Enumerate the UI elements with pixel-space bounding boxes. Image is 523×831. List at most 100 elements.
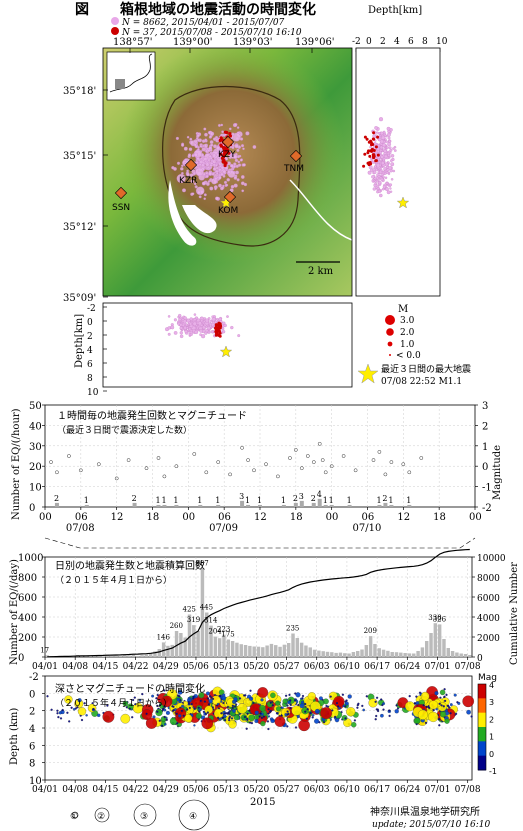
daily-bar-label: 319: [187, 616, 200, 624]
figure-label: 図: [75, 2, 89, 18]
daily-bar: [416, 651, 420, 657]
daily-bar: [123, 655, 127, 657]
station-tnm-icon: [289, 149, 303, 163]
depthtime-event: [288, 693, 291, 697]
depthtime-event: [438, 717, 441, 721]
map-event-period1: [201, 139, 206, 143]
map-event-period1: [203, 197, 206, 200]
depthtime-event: [438, 724, 441, 727]
magnitude-point: [401, 462, 406, 467]
depthtime-event: [227, 711, 230, 714]
depthtime-event: [294, 726, 298, 729]
depthtime-event: [231, 706, 234, 710]
depth-event-period1: [387, 161, 390, 164]
hourly-bar: [156, 504, 161, 507]
depthtime-event: [343, 718, 352, 728]
depthtime-event: [245, 727, 248, 730]
depth-event-period1: [185, 323, 188, 327]
depthtime-event: [333, 695, 345, 708]
map-event-period1: [207, 158, 211, 162]
colorbar-tick-label: 4: [489, 681, 494, 690]
depthtime-event: [309, 711, 312, 715]
daily-bar: [166, 645, 170, 657]
mag-legend-label-3: 3.0: [400, 316, 415, 326]
depthtime-event: [46, 695, 49, 698]
map-ticks: 138°57' 139°00' 139°03' 139°06' 35°18' 35°15'…: [63, 37, 335, 304]
magnitude-point: [67, 454, 71, 458]
map-event-period1: [181, 164, 184, 168]
depth-event-period1: [373, 170, 377, 174]
mag-legend-dot-0: [389, 354, 391, 356]
daily-bar: [269, 643, 274, 657]
hourly-xtick-label: 18: [290, 512, 303, 523]
map-event-period1: [243, 182, 248, 187]
map-event-period1: [173, 167, 177, 171]
daily-bar: [110, 656, 114, 657]
depthtime-subtitle: （２０１５年４月１日から）: [55, 697, 172, 709]
daily-bar: [390, 652, 394, 657]
figure-title: 箱根地域の地震活動の時間変化: [120, 1, 316, 18]
depthtime-event: [223, 712, 227, 715]
magnitude-point: [288, 456, 292, 460]
depth-event-period1: [389, 190, 393, 193]
depth-event-period1: [387, 142, 392, 147]
map-event-period1: [201, 181, 206, 186]
colorbar-tick-label: 0: [489, 750, 494, 759]
hourly-bar: [84, 504, 89, 507]
depthtime-event: [203, 700, 207, 703]
depthtime-event: [440, 704, 443, 707]
colorbar-tick-label: 2: [489, 715, 494, 724]
colorbar-tick-label: 1: [489, 733, 494, 742]
magnitude-point: [162, 474, 167, 479]
depthtime-event: [206, 711, 209, 714]
hourly-ytick-right-label: 0: [482, 462, 488, 473]
hourly-bar-label: 1: [376, 496, 381, 505]
daily-bar: [360, 649, 364, 657]
map-event-period1: [213, 144, 217, 149]
magnitude-point: [216, 460, 221, 464]
depth-event-period1: [387, 153, 391, 157]
hourly-bars: 2 1 2 1 1 1 1 1 3 1 1 1 2 3 2 41 1 1 1 2 1 1: [54, 490, 411, 507]
map-event-period1: [240, 175, 245, 179]
depthtime-event: [178, 714, 182, 718]
depthtime-event: [223, 718, 227, 722]
depthtime-event: [286, 710, 289, 713]
station-label: TNM: [283, 164, 304, 174]
magnitude-point: [371, 458, 376, 462]
depthtime-event: [156, 710, 159, 713]
map-event-period1: [208, 171, 213, 176]
depth-event-period2: [217, 333, 221, 337]
mag-legend-dot-1: [387, 341, 393, 347]
daily-bar: [235, 642, 239, 657]
depth-event-period1: [386, 132, 391, 137]
depthtime-event: [233, 714, 240, 721]
depth-event-period1: [382, 185, 387, 189]
daily-bar: [131, 653, 136, 657]
depthtime-event: [231, 704, 235, 707]
map-event-period1: [203, 193, 207, 197]
depthtime-xtick-label: 06/10: [334, 785, 360, 795]
depth-bottom-events: [165, 313, 241, 358]
hourly-bar: [383, 502, 388, 507]
depth-event-period1: [204, 331, 208, 335]
daily-xtick-label: 06/10: [334, 662, 360, 672]
depth-event-period1: [383, 149, 387, 153]
magnitude-legend: M 3.0 2.0 1.0 < 0.0 最近３日間の最大地震 07/08 22:…: [357, 304, 471, 387]
depthtime-event: [394, 709, 399, 714]
magnitude-point: [323, 470, 328, 475]
size-legend-label-3: ③: [140, 812, 148, 822]
map-event-period1: [209, 140, 214, 144]
depthtime-event: [249, 689, 252, 692]
depthtime-event: [209, 695, 212, 698]
depthtime-event: [56, 709, 59, 712]
depth-event-period1: [223, 323, 227, 328]
depthtime-event: [221, 716, 224, 719]
hourly-xtick-label: 18: [147, 512, 160, 523]
hourly-xtick-label: 00: [39, 512, 52, 523]
size-legend-circle-1: [71, 811, 79, 819]
depth-top-tick-label: 4: [394, 37, 400, 47]
depth-event-period2: [214, 330, 218, 334]
station-label: KOM: [218, 206, 238, 216]
depthtime-event: [248, 721, 252, 724]
